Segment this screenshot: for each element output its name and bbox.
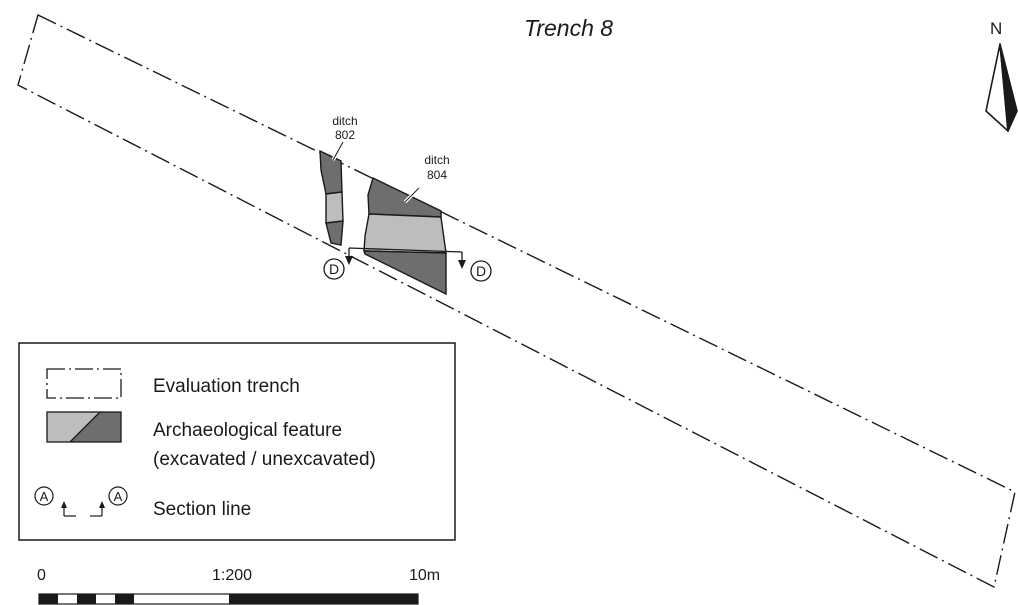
ditch-804-excavated: [363, 213, 447, 254]
scale-ratio-label: 1:200: [212, 567, 252, 584]
ditch-804: [363, 177, 447, 296]
section-marker-east: D: [470, 260, 492, 282]
ditch-802-unexcavated-south: [325, 220, 344, 246]
legend-item-section-line: A A Section line: [34, 486, 251, 520]
section-line-symbol-icon: A A: [34, 486, 128, 517]
section-symbol-marker-right: A: [114, 489, 123, 504]
legend-label-archaeological-feature-sub: (excavated / unexcavated): [153, 449, 376, 470]
ditch-804-unexcavated-north: [367, 177, 442, 218]
section-marker-east-label: D: [476, 263, 486, 279]
scale-bar: 0 1:200 10m: [37, 567, 440, 605]
legend-item-archaeological-feature: Archaeological feature (excavated / unex…: [46, 411, 376, 470]
evaluation-trench-outline: [17, 14, 1016, 589]
two-tone-feature-swatch-icon: [46, 411, 122, 443]
ditch-802: [319, 149, 344, 246]
plan-title: Trench 8: [524, 15, 613, 41]
scale-start-label: 0: [37, 567, 46, 584]
section-symbol-marker-left: A: [40, 489, 49, 504]
ditch-804-label: ditch 804: [403, 153, 450, 204]
ditch-804-label-number: 804: [427, 168, 447, 182]
ditch-802-label: ditch 802: [331, 114, 358, 161]
legend-item-evaluation-trench: Evaluation trench: [46, 368, 300, 399]
north-label: N: [990, 19, 1002, 38]
dash-dot-rectangle-icon: [46, 368, 122, 399]
section-marker-west: D: [323, 258, 345, 280]
north-arrow-icon: N: [985, 19, 1018, 132]
ditch-802-label-number: 802: [335, 128, 355, 142]
ditch-802-label-name: ditch: [332, 114, 357, 128]
legend: Evaluation trench Archaeological feature…: [18, 342, 456, 541]
legend-label-section-line: Section line: [153, 499, 251, 520]
scale-end-label: 10m: [409, 567, 440, 584]
ditch-802-excavated: [325, 191, 344, 224]
section-line-d: D D: [323, 247, 492, 282]
section-marker-west-label: D: [329, 261, 339, 277]
legend-label-archaeological-feature: Archaeological feature: [153, 420, 342, 441]
ditch-804-unexcavated-south: [363, 250, 447, 296]
legend-label-evaluation-trench: Evaluation trench: [153, 376, 300, 397]
ditch-804-label-name: ditch: [424, 153, 449, 167]
ditch-802-unexcavated-north: [319, 149, 343, 195]
